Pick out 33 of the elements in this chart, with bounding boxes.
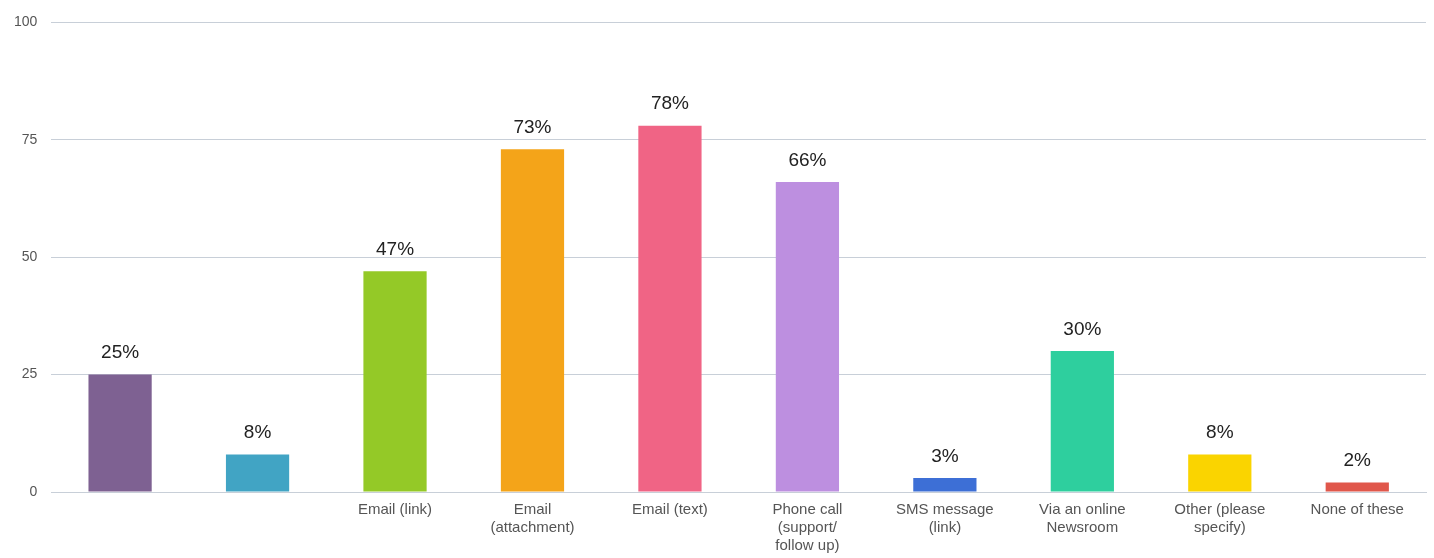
x-tick-label: Email (text): [632, 500, 708, 518]
data-label: 3%: [931, 444, 959, 466]
y-tick-label: 75: [21, 130, 38, 147]
data-label: 78%: [650, 92, 690, 114]
y-tick-label: 0: [29, 482, 38, 499]
x-tick-label: Email (link): [357, 500, 433, 518]
bar: [913, 477, 977, 492]
data-label: 25%: [101, 341, 140, 363]
data-label: 8%: [1206, 421, 1234, 443]
y-tick-label: 50: [21, 248, 38, 265]
x-tick-label: Other (please specify): [1174, 500, 1266, 536]
y-tick-label: 100: [14, 13, 38, 30]
bar: [88, 374, 152, 492]
data-label: 66%: [788, 148, 827, 170]
bar: [1188, 454, 1252, 492]
data-label: 8%: [243, 421, 272, 443]
bar: [638, 125, 702, 492]
bar: [500, 149, 565, 492]
data-label: 47%: [376, 238, 415, 260]
x-tick-label: Phone call (support/ follow up): [772, 500, 843, 554]
data-label: 30%: [1063, 317, 1102, 339]
bar: [225, 454, 290, 492]
bar: [363, 271, 427, 492]
bar: [1325, 482, 1389, 492]
bar: [775, 182, 840, 492]
data-label: 73%: [513, 115, 552, 137]
x-tick-label: Email (attachment): [490, 500, 575, 536]
x-tick-label: Via an online Newsroom: [1039, 500, 1126, 536]
data-label: 2%: [1343, 449, 1372, 471]
y-tick-label: 25: [21, 365, 38, 382]
x-tick-label: SMS message (link): [896, 500, 994, 536]
bar: [1050, 351, 1114, 492]
x-tick-label: None of these: [1310, 500, 1404, 518]
